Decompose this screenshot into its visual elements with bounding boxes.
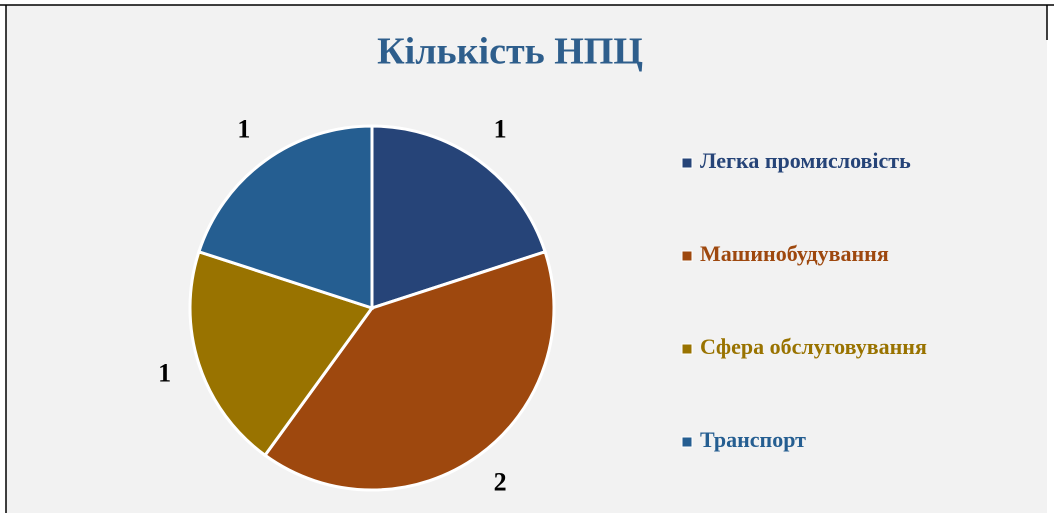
chart-title: Кількість НПЦ <box>377 31 643 73</box>
legend-label: Транспорт <box>700 427 806 452</box>
pie-slice <box>262 249 556 492</box>
pie-slice <box>197 124 374 311</box>
data-label: 1 <box>237 115 250 144</box>
data-label: 1 <box>158 358 171 387</box>
pie-slice <box>188 249 375 458</box>
legend-marker <box>681 250 693 262</box>
data-label: 1 <box>494 115 507 144</box>
data-label: 2 <box>494 467 507 496</box>
legend-label: Сфера обслуговування <box>700 334 927 359</box>
legend-marker <box>681 343 693 355</box>
legend-marker <box>681 157 693 169</box>
legend-label: Машинобудування <box>700 241 889 266</box>
pie-slice <box>370 124 547 311</box>
legend-marker <box>681 436 693 448</box>
legend-label: Легка промисловість <box>700 148 911 173</box>
